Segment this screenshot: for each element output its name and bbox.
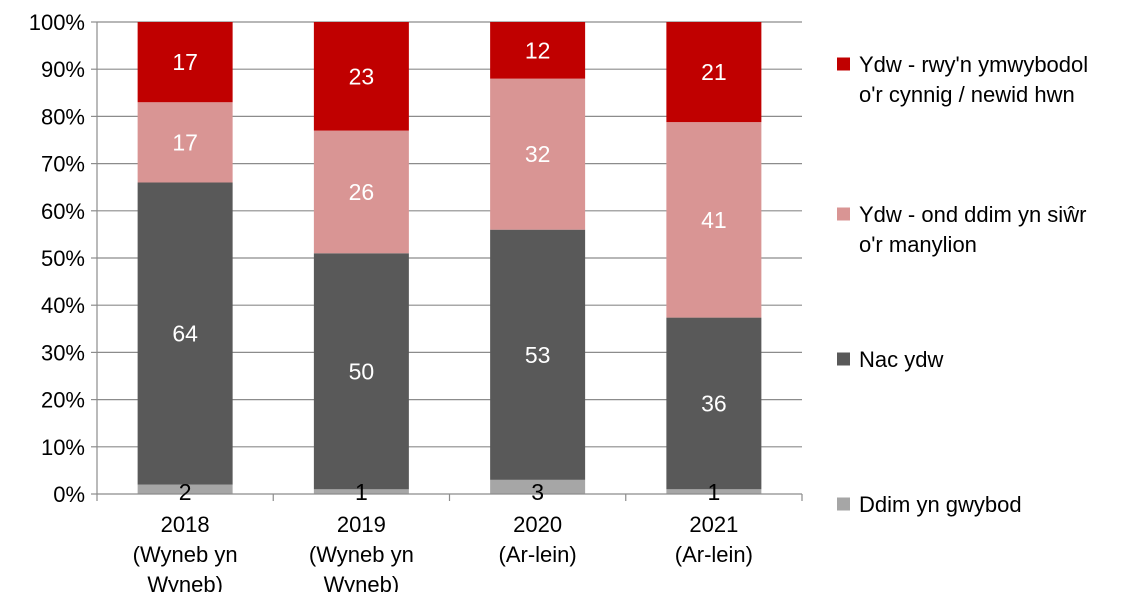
legend-label: o'r cynnig / newid hwn bbox=[859, 82, 1075, 107]
x-tick-label: 2019 bbox=[337, 512, 386, 537]
data-label: 53 bbox=[525, 342, 551, 368]
y-tick-label: 20% bbox=[41, 388, 85, 413]
data-label: 3 bbox=[531, 479, 544, 505]
data-label: 36 bbox=[701, 390, 727, 416]
bar-segment bbox=[490, 78, 586, 230]
legend: Ydw - rwy'n ymwybodol o'r cynnig / newid … bbox=[837, 52, 1088, 517]
x-tick-label: (Ar-lein) bbox=[675, 542, 753, 567]
bar-segment bbox=[137, 102, 233, 183]
data-label: 50 bbox=[349, 358, 375, 384]
legend-label: o'r manylion bbox=[859, 232, 977, 257]
legend-swatch bbox=[837, 497, 850, 511]
legend-label: Ddim yn gwybod bbox=[859, 492, 1022, 517]
y-tick-label: 90% bbox=[41, 57, 85, 82]
data-label: 17 bbox=[172, 49, 198, 75]
x-tick-label: (Ar-lein) bbox=[499, 542, 577, 567]
x-tick-label: (Wyneb yn bbox=[309, 542, 414, 567]
data-label: 12 bbox=[525, 37, 551, 63]
y-tick-label: 50% bbox=[41, 246, 85, 271]
data-label: 32 bbox=[525, 141, 551, 167]
data-label: 1 bbox=[355, 479, 368, 505]
y-tick-label: 80% bbox=[41, 104, 85, 129]
legend-label: Ydw - ond ddim yn siŵr bbox=[859, 202, 1086, 227]
y-tick-label: 100% bbox=[29, 10, 85, 35]
data-label: 17 bbox=[172, 129, 198, 155]
bar-segment bbox=[137, 484, 233, 494]
legend-swatch bbox=[837, 207, 850, 221]
data-label: 21 bbox=[701, 59, 727, 85]
x-tick-label: 2018 bbox=[161, 512, 210, 537]
bar-segment bbox=[137, 22, 233, 103]
bar-segment bbox=[490, 229, 586, 480]
legend-swatch bbox=[837, 57, 850, 71]
legend-label: Nac ydw bbox=[859, 347, 943, 372]
bars bbox=[137, 22, 762, 494]
x-tick-label: (Wyneb yn bbox=[133, 542, 238, 567]
bar-segment bbox=[313, 22, 409, 131]
y-tick-label: 70% bbox=[41, 152, 85, 177]
legend-swatch bbox=[837, 352, 850, 366]
bar-segment bbox=[666, 22, 762, 123]
bar-segment bbox=[313, 253, 409, 490]
bar-segment bbox=[666, 489, 762, 494]
axes: 0% 10% 20% 30% 40% 50% 60% 70% 80% 90% 100% 2018 (Wy… bbox=[29, 10, 803, 592]
bar-segment bbox=[137, 182, 233, 485]
y-tick-label: 30% bbox=[41, 340, 85, 365]
bar-segment bbox=[490, 479, 586, 494]
y-tick-label: 60% bbox=[41, 199, 85, 224]
legend-label: Ydw - rwy'n ymwybodol bbox=[859, 52, 1088, 77]
bar-segment bbox=[313, 489, 409, 494]
bar-segment bbox=[666, 122, 762, 318]
x-tick-label: 2020 bbox=[513, 512, 562, 537]
bar-segment bbox=[313, 130, 409, 254]
bar-segment bbox=[490, 22, 586, 79]
data-label: 26 bbox=[349, 179, 375, 205]
x-tick-label: Wyneb) bbox=[324, 572, 400, 592]
data-label: 2 bbox=[179, 479, 192, 505]
y-tick-label: 40% bbox=[41, 293, 85, 318]
x-tick-label: 2021 bbox=[689, 512, 738, 537]
data-label: 23 bbox=[349, 63, 375, 89]
y-tick-label: 0% bbox=[53, 482, 85, 507]
data-labels: 2 64 17 17 1 50 26 23 3 53 32 12 1 36 41 21 bbox=[172, 37, 726, 505]
data-label: 64 bbox=[172, 321, 198, 347]
data-label: 1 bbox=[707, 479, 720, 505]
y-tick-label: 10% bbox=[41, 435, 85, 460]
data-label: 41 bbox=[701, 207, 727, 233]
x-tick-label: Wyneb) bbox=[147, 572, 223, 592]
bar-segment bbox=[666, 317, 762, 490]
